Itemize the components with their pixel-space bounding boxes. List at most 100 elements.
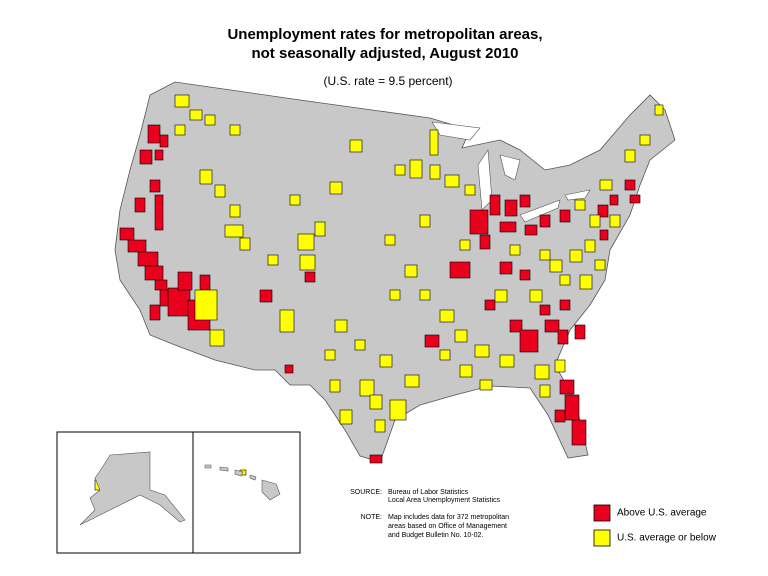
metro-area	[324, 349, 336, 361]
legend-label: U.S. average or below	[617, 533, 717, 544]
metro-area	[409, 159, 423, 179]
metro-area	[559, 209, 571, 223]
metro-area	[229, 204, 241, 218]
metro-area	[624, 179, 636, 191]
source-note: SOURCE: Bureau of Labor Statistics Local…	[350, 489, 509, 539]
metro-area	[139, 149, 153, 165]
metro-area	[349, 139, 363, 153]
metro-area	[519, 329, 539, 353]
metro-area	[559, 299, 571, 311]
metro-area	[559, 379, 575, 395]
metro-area	[297, 233, 315, 251]
title-line: not seasonally adjusted, August 2010	[251, 45, 518, 62]
metro-area	[174, 124, 186, 136]
metro-area	[569, 249, 583, 263]
metro-area	[299, 254, 316, 271]
metro-area	[584, 239, 596, 253]
note-line: areas based on Office of Management	[388, 523, 507, 530]
metro-area	[159, 134, 169, 148]
metro-area	[369, 394, 383, 410]
metro-area	[509, 244, 521, 256]
metro-area	[394, 164, 406, 176]
metro-area	[574, 199, 586, 211]
metro-area	[304, 271, 316, 283]
metro-area	[504, 199, 518, 217]
metro-area	[224, 224, 244, 238]
metro-area	[384, 234, 396, 246]
metro-area	[134, 197, 146, 213]
metro-area	[599, 229, 609, 241]
metro-area	[439, 309, 455, 323]
metro-area	[144, 265, 164, 281]
metro-area	[539, 249, 551, 261]
metro-area	[444, 174, 460, 188]
metro-area	[519, 269, 531, 281]
metro-area	[479, 379, 493, 391]
metro-area	[544, 319, 560, 333]
metro-area	[379, 354, 393, 368]
metro-area	[519, 194, 531, 208]
metro-area	[454, 329, 468, 343]
metro-area	[339, 409, 353, 425]
metro-area	[354, 339, 366, 351]
metro-area	[259, 289, 273, 303]
metro-area	[524, 224, 538, 236]
metro-area	[314, 221, 326, 237]
metro-area	[424, 334, 440, 348]
metro-area	[404, 374, 420, 388]
metro-area	[229, 124, 241, 136]
metro-area	[389, 399, 407, 421]
metro-area	[429, 129, 439, 156]
metro-area	[419, 289, 431, 301]
metro-area	[549, 259, 563, 273]
metro-area	[564, 394, 580, 421]
metro-area	[609, 214, 621, 228]
metro-area	[469, 209, 489, 235]
metro-area	[539, 384, 551, 398]
legend: Above U.S. average U.S. average or below	[593, 504, 717, 547]
metro-area	[489, 194, 501, 216]
metro-area	[609, 194, 619, 206]
metro-area	[177, 271, 193, 291]
metro-area	[189, 109, 203, 121]
metro-area	[154, 279, 168, 291]
legend-label: Above U.S. average	[617, 508, 707, 519]
metro-area	[574, 324, 586, 340]
metro-area	[579, 274, 593, 290]
metro-area	[204, 114, 216, 126]
metro-area	[329, 181, 343, 195]
metro-area	[329, 379, 341, 393]
metro-area	[149, 179, 161, 193]
source-line: Local Area Unemployment Statistics	[388, 497, 501, 504]
metro-area	[199, 169, 213, 185]
metro-area	[429, 164, 441, 180]
metro-area	[624, 149, 636, 163]
source-line: Bureau of Labor Statistics	[388, 489, 469, 496]
metro-area	[419, 214, 431, 228]
legend-swatch	[593, 529, 611, 547]
metro-area	[149, 304, 161, 321]
metro-area	[594, 259, 606, 271]
metro-area	[209, 329, 225, 347]
metro-area	[334, 319, 348, 333]
metro-area	[629, 194, 641, 204]
metro-area	[494, 289, 508, 303]
metro-area	[479, 234, 491, 250]
inset-frame	[56, 431, 301, 554]
metro-area	[539, 304, 551, 316]
metro-area	[389, 289, 401, 301]
metro-area	[147, 124, 161, 144]
metro-area	[194, 289, 218, 321]
metro-area	[239, 237, 251, 251]
metro-area	[127, 239, 147, 253]
note-line: and Budget Bulletin No. 10-02.	[388, 532, 483, 539]
metro-area	[499, 221, 517, 233]
metro-area	[557, 329, 569, 345]
hawaii	[204, 464, 281, 501]
metro-area	[374, 419, 386, 433]
metro-area	[509, 319, 523, 333]
metro-area	[359, 379, 375, 397]
metro-area	[499, 354, 515, 368]
title-line: Unemployment rates for metropolitan area…	[227, 26, 542, 43]
metro-area	[119, 227, 135, 241]
